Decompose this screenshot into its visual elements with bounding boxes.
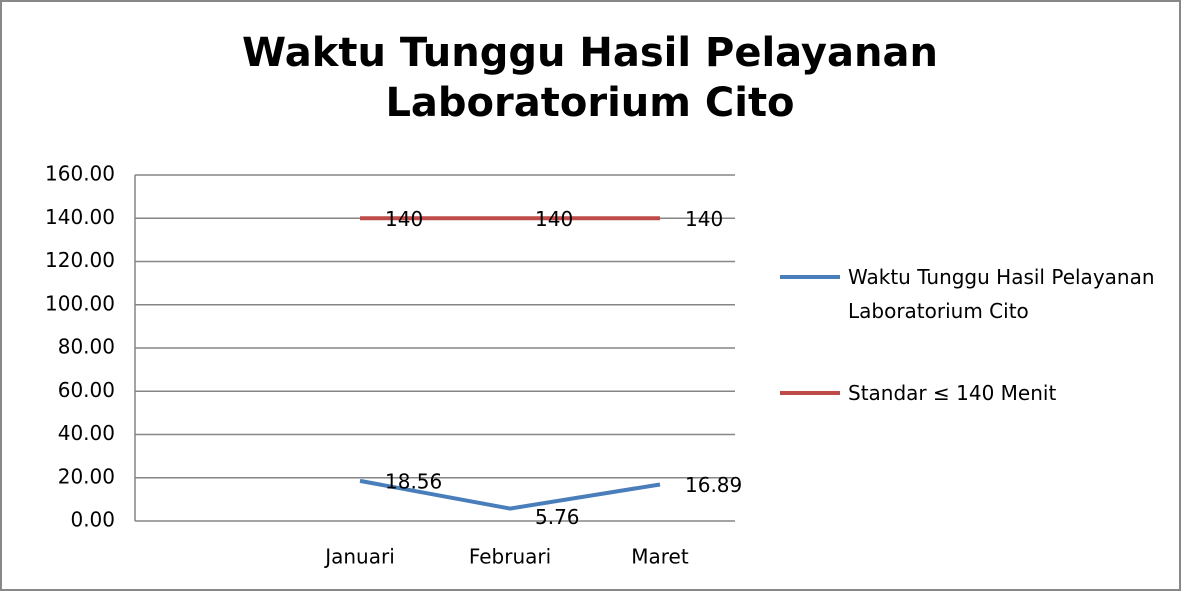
x-tick-label: Januari — [323, 545, 395, 569]
chart-title: Waktu Tunggu Hasil Pelayanan Laboratoriu… — [242, 30, 938, 126]
data-label: 140 — [535, 207, 573, 231]
legend-label: Standar ≤ 140 Menit — [848, 381, 1057, 405]
data-label: 140 — [385, 207, 423, 231]
x-tick-label: Maret — [631, 545, 689, 569]
y-tick-label: 100.00 — [45, 291, 115, 315]
y-tick-label: 20.00 — [58, 464, 115, 488]
y-tick-label: 80.00 — [58, 335, 115, 359]
data-label: 5.76 — [535, 505, 580, 529]
y-tick-label: 140.00 — [45, 205, 115, 229]
y-tick-label: 60.00 — [58, 378, 115, 402]
y-tick-label: 120.00 — [45, 248, 115, 272]
data-label: 140 — [685, 207, 723, 231]
data-label: 16.89 — [685, 473, 742, 497]
y-tick-label: 160.00 — [45, 162, 115, 186]
y-tick-label: 40.00 — [58, 421, 115, 445]
data-label: 18.56 — [385, 469, 442, 493]
x-tick-label: Februari — [469, 545, 551, 569]
series-line — [359, 478, 661, 511]
legend-label: Waktu Tunggu Hasil Pelayanan Laboratoriu… — [848, 265, 1155, 323]
y-tick-label: 0.00 — [70, 508, 115, 532]
